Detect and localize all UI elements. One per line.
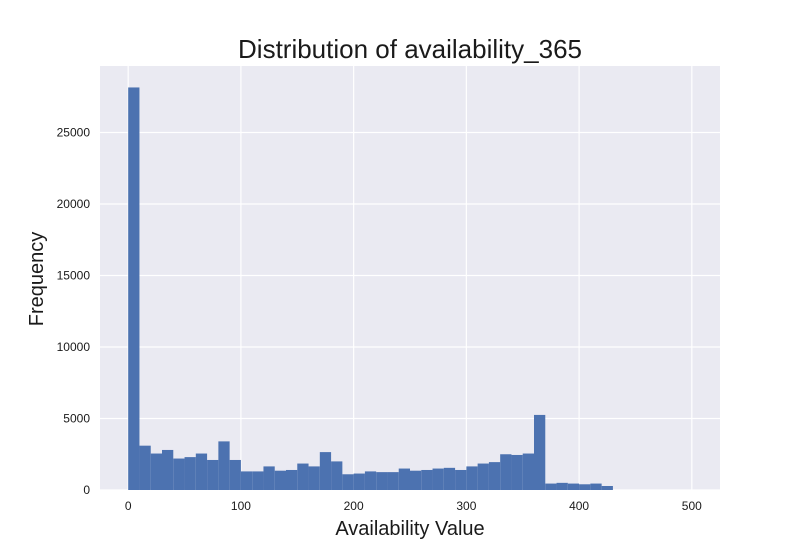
histogram-bar bbox=[522, 453, 534, 490]
histogram-bar bbox=[534, 414, 546, 490]
histogram-bar bbox=[342, 474, 354, 490]
y-tick-label: 10000 bbox=[57, 340, 91, 354]
x-tick-labels: 0 100 200 300 400 500 bbox=[125, 499, 702, 513]
histogram-bar bbox=[240, 471, 253, 490]
histogram-bar bbox=[207, 459, 219, 490]
histogram-bar bbox=[398, 468, 410, 490]
histogram-bar bbox=[590, 483, 602, 490]
grid bbox=[100, 66, 720, 491]
histogram-bar bbox=[128, 87, 140, 490]
y-axis-label: Frequency bbox=[26, 232, 48, 327]
histogram-bar bbox=[387, 472, 399, 490]
x-tick-label: 100 bbox=[231, 499, 251, 513]
x-tick-label: 200 bbox=[344, 499, 364, 513]
histogram-bar bbox=[443, 467, 456, 490]
histogram-bar bbox=[364, 471, 377, 490]
histogram-bar bbox=[150, 453, 162, 490]
histogram-bar bbox=[139, 445, 151, 490]
histogram-bar bbox=[567, 483, 580, 490]
histogram-bar bbox=[421, 469, 433, 490]
y-tick-label: 25000 bbox=[57, 125, 91, 139]
histogram-bar bbox=[308, 466, 320, 490]
histogram-bar bbox=[195, 453, 208, 490]
y-tick-label: 20000 bbox=[57, 197, 91, 211]
histogram-bar bbox=[173, 458, 185, 490]
histogram-bar bbox=[511, 454, 523, 490]
histogram-bar bbox=[319, 452, 332, 490]
histogram-bar bbox=[286, 469, 298, 490]
plot-area bbox=[100, 66, 720, 490]
histogram-bar bbox=[432, 468, 444, 490]
histogram-bar bbox=[410, 470, 422, 490]
y-tick-label: 0 bbox=[83, 483, 90, 497]
y-tick-labels: 0 5000 10000 15000 20000 25000 bbox=[57, 125, 91, 497]
histogram-bar bbox=[500, 454, 512, 490]
histogram-bar bbox=[488, 462, 501, 490]
x-axis-label: Availability Value bbox=[335, 518, 484, 540]
chart-title: Distribution of availability_365 bbox=[238, 34, 582, 64]
histogram-bar bbox=[218, 441, 230, 490]
y-tick-label: 15000 bbox=[57, 268, 91, 282]
histogram-bar bbox=[184, 457, 196, 490]
histogram-bar bbox=[229, 459, 241, 490]
histogram-bar bbox=[455, 469, 467, 490]
histogram-bar bbox=[477, 463, 489, 490]
histogram-bar bbox=[376, 472, 388, 490]
histogram-bar bbox=[579, 484, 591, 490]
histogram-bar bbox=[353, 473, 365, 490]
histogram-bar bbox=[162, 449, 174, 490]
histogram-bar bbox=[466, 466, 478, 490]
histogram-bar bbox=[601, 485, 613, 490]
x-tick-label: 0 bbox=[125, 499, 132, 513]
bars bbox=[128, 87, 613, 490]
histogram-bar bbox=[274, 470, 286, 490]
x-tick-label: 300 bbox=[456, 499, 476, 513]
x-tick-label: 400 bbox=[569, 499, 589, 513]
histogram-bar bbox=[331, 461, 343, 490]
histogram-bar bbox=[263, 466, 275, 490]
histogram-bar bbox=[297, 463, 309, 490]
histogram-bar bbox=[252, 471, 264, 490]
histogram-bar bbox=[545, 483, 557, 490]
x-tick-label: 500 bbox=[682, 499, 702, 513]
y-tick-label: 5000 bbox=[63, 411, 90, 425]
histogram-bar bbox=[556, 482, 568, 490]
